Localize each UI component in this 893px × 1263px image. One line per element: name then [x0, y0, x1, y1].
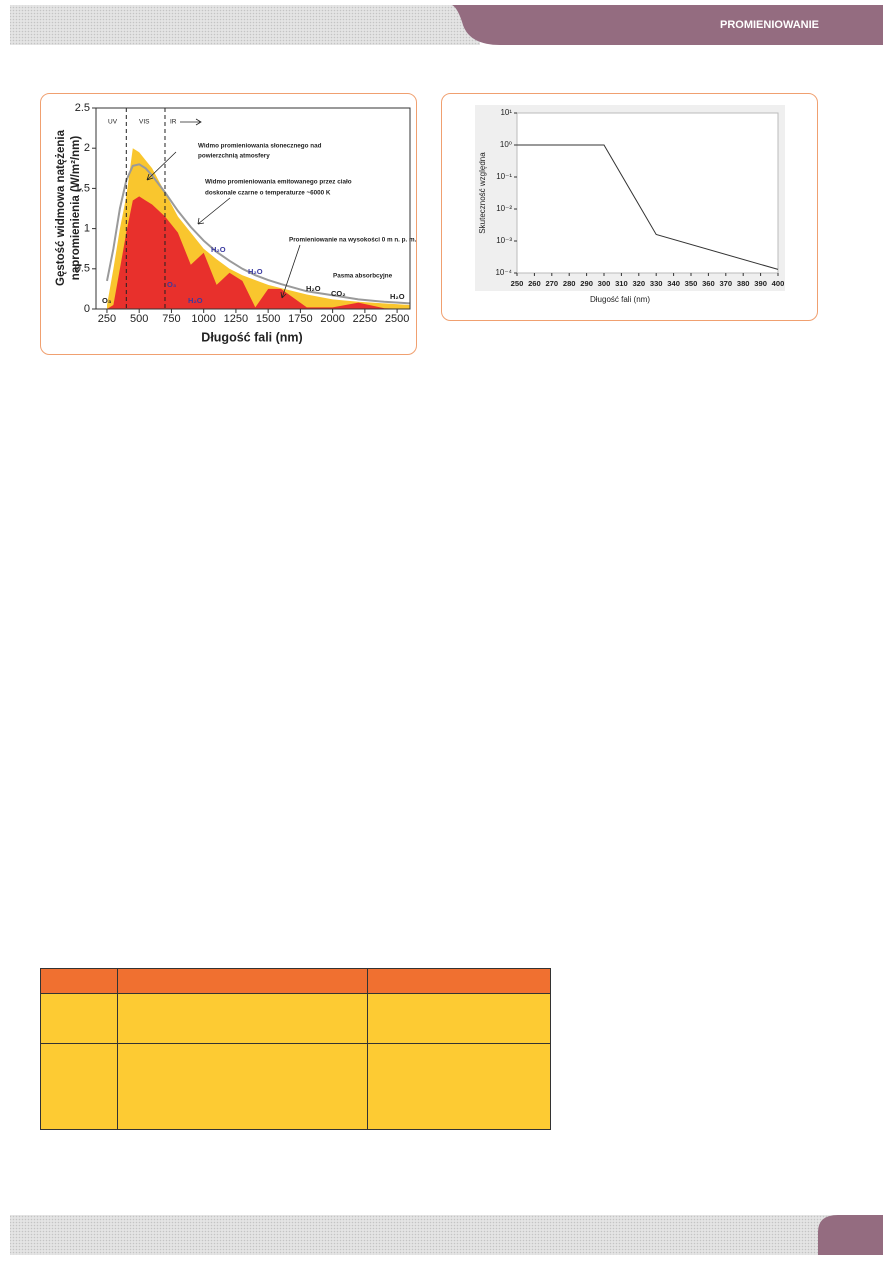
table-cell [118, 1044, 368, 1129]
y-tick-label: 1.5 [75, 182, 90, 194]
table-cell [41, 1044, 118, 1129]
plot-frame [95, 107, 411, 310]
pointer-arrow [280, 244, 301, 299]
y-tick-label: 10⁻¹ [496, 172, 512, 181]
annotation: Pasma absorbcyjne [333, 273, 393, 280]
x-tick-label: 250 [511, 279, 524, 288]
y-axis-label: napromienienia (W/m²/nm) [70, 136, 82, 281]
header-band [10, 5, 480, 45]
annotation: H₂O [188, 296, 203, 305]
x-tick-label: 400 [772, 279, 785, 288]
table-cell [368, 994, 550, 1044]
x-tick-label: 310 [615, 279, 628, 288]
y-axis-label: Skuteczność względna [478, 152, 487, 234]
efficiency-line [517, 144, 779, 270]
annotation: doskonale czarne o temperaturze ~6000 K [205, 190, 331, 197]
x-tick-label: 390 [754, 279, 767, 288]
x-tick-label: 340 [667, 279, 680, 288]
x-tick-label: 500 [130, 313, 148, 325]
y-tick-label: 10⁻⁴ [495, 268, 512, 277]
table-cell [368, 969, 550, 994]
x-axis-label: Długość fali (nm) [590, 295, 650, 304]
x-tick-label: 380 [737, 279, 750, 288]
section-title: PROMIENIOWANIE [720, 19, 819, 31]
x-tick-label: 370 [719, 279, 732, 288]
table-header [41, 969, 550, 994]
annotation: H₂O [390, 292, 405, 301]
x-tick-label: 750 [162, 313, 180, 325]
table-cell [41, 969, 118, 994]
annotation: CO₂ [331, 289, 346, 298]
y-tick-label: 10⁻² [496, 204, 512, 213]
y-tick-label: 10⁻³ [496, 236, 512, 245]
arrow [180, 118, 202, 126]
annotation: VIS [139, 119, 150, 126]
annotation: Widmo promieniowania słonecznego nad [198, 143, 322, 150]
x-tick-label: 320 [632, 279, 645, 288]
x-tick-label: 2250 [353, 313, 377, 325]
x-tick-label: 300 [598, 279, 611, 288]
x-tick-label: 1500 [256, 313, 280, 325]
footer-band [10, 1215, 883, 1255]
y-tick-label: 0.5 [75, 263, 90, 275]
annotation: H₂O [248, 267, 263, 276]
header-tab [452, 5, 883, 45]
x-tick-label: 350 [685, 279, 698, 288]
spectrum-area [107, 196, 410, 309]
x-tick-label: 1250 [224, 313, 248, 325]
table-cell [41, 994, 118, 1044]
footer-tab [818, 1215, 883, 1255]
x-tick-label: 260 [528, 279, 541, 288]
annotation: UV [108, 119, 118, 126]
x-tick-label: 1750 [288, 313, 312, 325]
annotation: H₂O [211, 245, 226, 254]
plot-area [516, 112, 779, 274]
y-tick-label: 10⁰ [500, 140, 512, 149]
x-tick-label: 2000 [320, 313, 344, 325]
table-cell [118, 994, 368, 1044]
y-tick-label: 2.5 [75, 102, 90, 114]
table-row [41, 994, 550, 1044]
x-tick-label: 250 [98, 313, 116, 325]
spectrum-line [106, 163, 411, 305]
y-tick-label: 0 [84, 303, 90, 315]
table-cell [368, 1044, 550, 1129]
x-axis-label: Długość fali (nm) [201, 330, 302, 344]
x-tick-label: 270 [545, 279, 558, 288]
annotation: Promieniowanie na wysokości 0 m n. p. m. [289, 237, 417, 244]
table [40, 968, 551, 1130]
y-tick-label: 2 [84, 142, 90, 154]
x-tick-label: 330 [650, 279, 663, 288]
annotation: Widmo promieniowania emitowanego przez c… [205, 179, 352, 186]
pointer-arrow [197, 197, 231, 225]
annotation: O₃ [102, 296, 112, 305]
table-cell [118, 969, 368, 994]
y-tick-label: 10¹ [500, 108, 512, 117]
annotation: O₃ [167, 280, 177, 289]
annotation: powierzchnią atmosfery [198, 153, 270, 160]
table-row [41, 1044, 550, 1129]
x-tick-label: 2500 [385, 313, 409, 325]
x-tick-label: 280 [563, 279, 576, 288]
y-axis-label: Gęstość widmowa natężenia [55, 129, 67, 286]
y-tick-label: 1 [84, 223, 90, 235]
x-tick-label: 290 [580, 279, 593, 288]
annotation: H₂O [306, 284, 321, 293]
x-tick-label: 1000 [191, 313, 215, 325]
pointer-arrow [146, 151, 177, 181]
x-tick-label: 360 [702, 279, 715, 288]
annotation: IR [170, 119, 177, 126]
